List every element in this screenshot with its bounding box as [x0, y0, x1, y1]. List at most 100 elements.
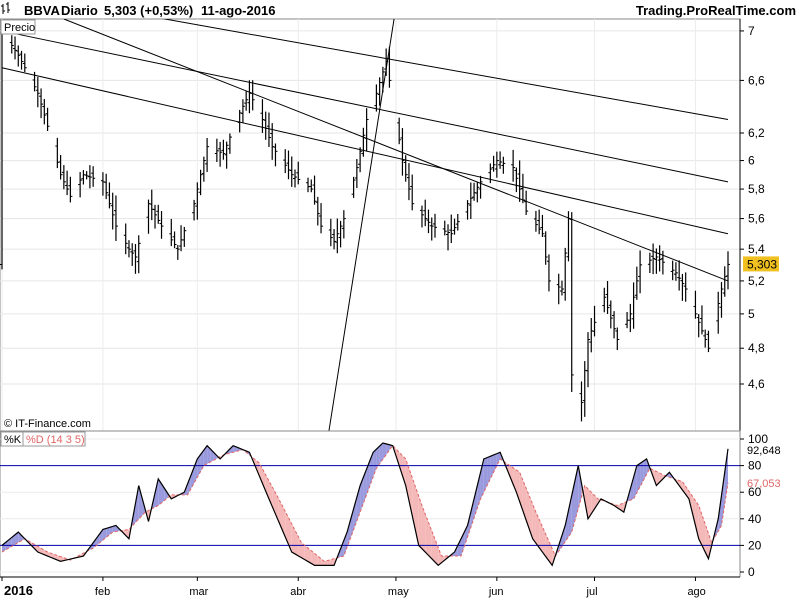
stoch-fill-segment	[11, 534, 16, 547]
ohlc-bar	[546, 254, 551, 292]
stoch-k-line	[1, 442, 729, 567]
stoch-panel: %K %D (14 3 5)	[0, 430, 741, 578]
ohlc-bar	[32, 71, 37, 92]
stoch-fill-segment	[633, 465, 637, 499]
stoch-fill-segment	[360, 477, 364, 513]
ohlc-bar	[631, 282, 636, 329]
ohlc-bar	[332, 229, 337, 250]
date-tick-label: 2016	[4, 583, 33, 598]
ohlc-bar	[397, 117, 402, 145]
ohlc-bar	[153, 204, 158, 229]
stoch-fill-segment	[467, 512, 471, 537]
stoch-fill-segment	[656, 471, 660, 486]
ohlc-bar	[449, 214, 454, 244]
price-tick-label: 5,8	[748, 182, 765, 196]
copyright-text: © IT-Finance.com	[4, 418, 91, 430]
ohlc-bar	[478, 175, 483, 199]
ohlc-bar	[335, 218, 340, 254]
ohlc-bar	[517, 160, 522, 202]
price-tick-label: 7	[748, 24, 755, 38]
ohlc-bar	[266, 112, 271, 147]
stoch-fill-segment	[438, 547, 442, 566]
trendline	[1, 30, 729, 183]
price-tick-label: 5,4	[748, 242, 765, 256]
ohlc-bar	[524, 190, 529, 215]
price-tick-label: 4,8	[748, 341, 765, 355]
ohlc-bar	[358, 147, 363, 173]
ohlc-bar	[657, 245, 662, 272]
ohlc-bar	[172, 231, 177, 249]
price-tick-label: 5,6	[748, 212, 765, 226]
header-symbol: BBVA	[24, 3, 60, 18]
stoch-fill-segment	[578, 465, 582, 509]
stoch-fill-segment	[327, 559, 331, 566]
stoch-fill-segment	[588, 488, 592, 519]
ohlc-bar	[42, 98, 47, 125]
ohlc-bar	[296, 161, 301, 185]
stoch-fill-segment	[493, 453, 497, 473]
ohlc-bar	[195, 182, 200, 220]
ohlc-bar	[104, 173, 109, 200]
ohlc-bar	[68, 176, 73, 203]
ohlc-bar	[706, 330, 711, 353]
ohlc-bar	[423, 199, 428, 227]
stoch-fill-segment	[591, 492, 595, 514]
stoch-fill-segment	[568, 495, 572, 537]
price-tick-label: 6,2	[748, 126, 765, 140]
ohlc-bar	[699, 305, 704, 335]
stoch-fill-segment	[431, 530, 435, 563]
stoch-fill-segment	[347, 520, 351, 548]
stoch-d-label: %D (14 3 5)	[26, 434, 85, 446]
stoch-fill-segment	[353, 497, 357, 530]
date-tick-label: mar	[189, 586, 208, 598]
ohlc-bar	[240, 99, 245, 123]
ohlc-bar	[156, 204, 161, 224]
ohlc-bar	[351, 176, 356, 198]
ohlc-bar	[726, 251, 730, 290]
ohlc-bar	[374, 84, 379, 112]
stoch-fill-segment	[526, 488, 530, 530]
price-panel: Precio © IT-Finance.com	[0, 18, 741, 432]
ohlc-bar	[221, 139, 226, 160]
price-gridlines	[0, 19, 740, 431]
stoch-tick-label: 40	[748, 512, 762, 526]
stoch-fill-segment	[259, 462, 263, 484]
stoch-fill-segment	[281, 505, 286, 537]
stoch-fill-segment	[366, 460, 370, 495]
stoch-fill-segment	[529, 496, 533, 539]
ohlc-bar	[403, 155, 408, 182]
ohlc-bar	[494, 151, 499, 178]
ohlc-bar	[65, 170, 70, 196]
ohlc-bar	[634, 266, 639, 300]
stoch-fill-segment	[321, 558, 325, 566]
ohlc-bar	[488, 163, 493, 184]
ohlc-bar	[159, 211, 164, 239]
ohlc-bar	[39, 88, 44, 119]
ohlc-bar	[328, 218, 333, 247]
ohlc-bar	[175, 245, 180, 260]
stoch-fill-segment	[207, 445, 211, 464]
ohlc-bar	[586, 332, 591, 388]
stoch-fill-segment	[379, 442, 383, 464]
price-panel-tag-text: Precio	[4, 22, 35, 34]
ohlc-bar	[638, 250, 643, 294]
trendline	[162, 19, 729, 121]
stoch-fill-segment	[474, 485, 478, 518]
stoch-fill-segment	[441, 556, 445, 563]
ohlc-bar	[283, 149, 288, 174]
ohlc-bar	[250, 80, 255, 111]
stoch-fill-segment	[405, 458, 409, 501]
date-tick-label: jul	[586, 586, 598, 598]
stoch-fill-segment	[304, 545, 309, 562]
stoch-fill-segment	[640, 461, 644, 487]
ohlc-bar	[677, 260, 682, 291]
stoch-fill-segment	[340, 540, 344, 557]
ohlc-bar	[468, 182, 473, 219]
ohlc-bar	[107, 182, 112, 209]
ohlc-bar	[130, 243, 135, 266]
ohlc-bar	[400, 128, 405, 176]
stoch-fill-segment	[311, 550, 315, 566]
stoch-axis: 0 20 40 60 80 100	[740, 432, 768, 579]
ohlc-bar	[673, 262, 678, 281]
stoch-fill-segment	[685, 486, 689, 499]
